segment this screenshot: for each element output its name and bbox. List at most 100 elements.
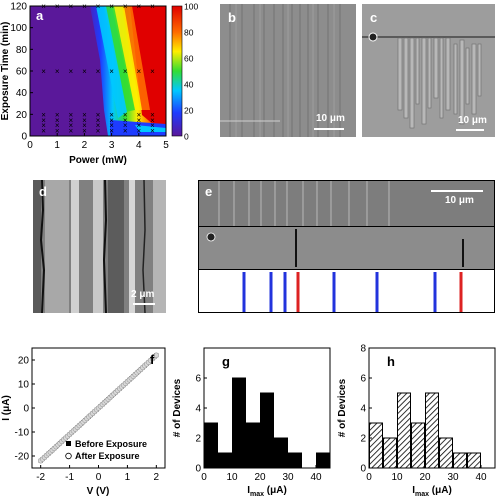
exposure-marker: × [136,127,141,136]
panel-b-texture [220,4,356,137]
hist-xtick-label: 10 [226,472,238,483]
f-xlabel: V (V) [87,486,110,497]
exposure-marker: × [82,116,87,125]
panel-b-scale-label: 10 μm [316,113,345,124]
hist-ytick-label: 6 [360,374,366,385]
f-ylabel: I (μA) [1,395,12,421]
histogram-bar [232,377,246,469]
g-svg-letter: g [222,354,230,369]
histogram-bar [274,437,288,469]
histogram-bar [453,452,467,469]
f-legend-before: Before Exposure [75,439,147,449]
hist-xtick-label: 30 [447,472,459,483]
exposure-marker: × [123,127,128,136]
f-letter: f [150,352,155,367]
exposure-marker: × [109,110,114,119]
a-colorbar-label: 100 [184,2,198,12]
h-svg-xlabel: Imax (μA) [412,485,452,498]
a-xtick-label: 0 [27,140,33,151]
hist-xtick-label: 30 [282,472,294,483]
h-svg-ylabel: # of Devices [337,378,348,437]
a-xtick-label: 5 [163,140,169,151]
f-ytick-label: -20 [15,452,30,463]
exposure-marker: × [109,2,114,11]
exposure-marker: × [109,116,114,125]
panel-d-scalebar [133,303,155,305]
panel-d-letter: d [39,184,47,199]
a-xtick-label: 4 [136,140,142,151]
panel-a-ylabel: Exposure Time (min) [0,22,11,121]
panel-e-texture [199,181,494,312]
panel-b-image: b 10 μm [220,4,356,137]
panel-b-letter: b [228,10,236,25]
exposure-marker: × [41,2,46,11]
f-ytick-label: -10 [15,428,30,439]
panel-g-histogram: 0 10 20 30 40 0 2 4 6 Imax (μA) # of Devices g [172,347,331,498]
hist-xtick-label: 0 [366,472,372,483]
f-xtick-label: 1 [125,472,131,483]
panel-e-scalebar [431,190,483,192]
a-ytick-label: 120 [10,2,27,13]
panel-a-letter: a [36,8,44,23]
hist-xtick-label: 40 [310,472,322,483]
exposure-marker: × [123,110,128,119]
exposure-marker: × [136,116,141,125]
exposure-marker: × [55,121,60,130]
exposure-marker: × [96,127,101,136]
panel-h-histogram: 0 10 20 30 40 0 2 4 6 8 Imax (μA) # of Devices h [337,344,496,498]
g-svg-ylabel: # of Devices [172,378,183,437]
exposure-marker: × [123,121,128,130]
exposure-marker: × [55,67,60,76]
a-ytick-label: 20 [16,110,28,121]
f-xtick-label: 0 [96,472,102,483]
exposure-marker: × [41,127,46,136]
exposure-marker: × [96,116,101,125]
exposure-marker: × [136,121,141,130]
hist-xtick-label: 40 [475,472,487,483]
f-ytick-label: 10 [18,380,30,391]
exposure-marker: × [150,121,155,130]
exposure-marker: × [96,110,101,119]
exposure-marker: × [55,2,60,11]
exposure-marker: × [55,116,60,125]
exposure-marker: × [41,110,46,119]
exposure-marker: × [55,127,60,136]
histogram-bar [316,452,330,469]
exposure-marker: × [41,67,46,76]
f-ytick-label: 0 [23,404,29,415]
panel-c-texture [362,4,495,137]
a-colorbar-label: 60 [184,54,194,64]
panel-c-letter: c [370,10,378,25]
exposure-marker: × [150,110,155,119]
a-xtick-label: 3 [109,140,115,151]
a-ytick-label: 0 [21,132,27,143]
f-legend-before-marker [66,441,71,446]
exposure-marker: × [123,67,128,76]
exposure-marker: × [68,127,73,136]
a-colorbar-label: 0 [184,132,189,142]
histogram-bar [425,392,439,469]
panel-e-scale-label: 10 μm [445,195,474,206]
exposure-marker: × [68,67,73,76]
exposure-marker: × [96,67,101,76]
histogram-bar [439,437,453,469]
panel-d-scale-label: 2 μm [131,289,155,300]
hist-ytick-label: 2 [195,434,201,445]
exposure-marker: × [136,67,141,76]
exposure-marker: × [109,127,114,136]
histogram-bar [369,422,383,469]
exposure-marker: × [150,127,155,136]
panel-e-letter: e [205,184,213,199]
hist-ytick-label: 6 [195,374,201,385]
exposure-marker: × [68,2,73,11]
exposure-marker: × [41,121,46,130]
f-legend-after: After Exposure [75,451,140,461]
exposure-marker: × [96,2,101,11]
histogram-bar [467,452,481,469]
a-colorbar-label: 80 [184,28,194,38]
a-colorbar-label: 40 [184,80,194,90]
panel-a-xlabel: Power (mW) [69,155,127,166]
f-legend-after-marker [65,452,72,460]
a-xtick-label: 2 [82,140,88,151]
